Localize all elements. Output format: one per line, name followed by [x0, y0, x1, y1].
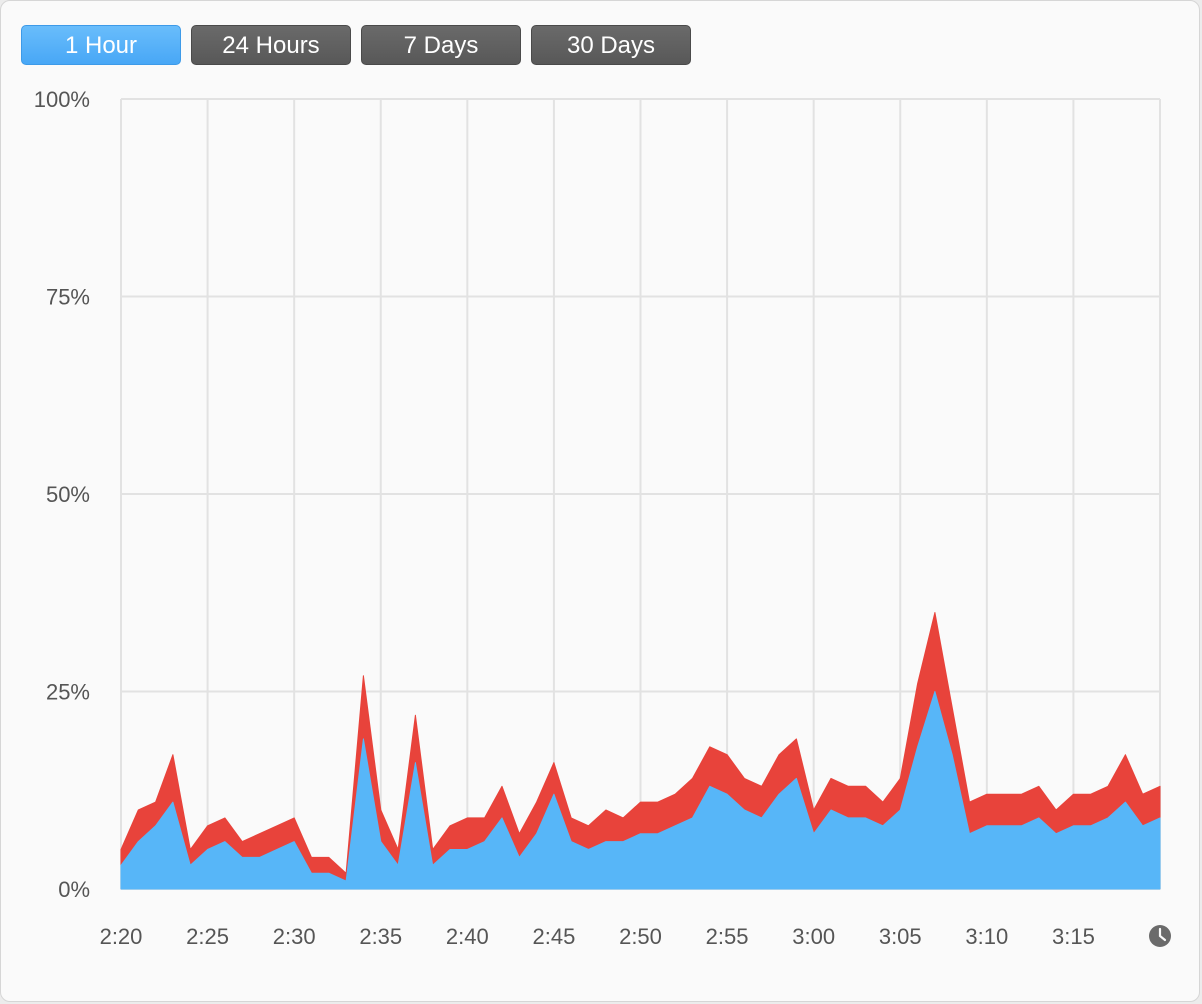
x-tick-label: 2:45: [533, 924, 576, 949]
y-tick-label: 100%: [34, 87, 90, 112]
x-tick-label: 3:10: [965, 924, 1008, 949]
range-7-days-button[interactable]: 7 Days: [361, 25, 521, 65]
chart-areas: [120, 612, 1161, 890]
range-24-hours-button[interactable]: 24 Hours: [191, 25, 351, 65]
y-tick-label: 0%: [58, 877, 90, 902]
y-tick-label: 75%: [46, 285, 90, 310]
y-tick-label: 25%: [46, 680, 90, 705]
x-tick-label: 2:35: [359, 924, 402, 949]
x-tick-label: 2:30: [273, 924, 316, 949]
clock-icon[interactable]: [1149, 925, 1171, 947]
user-usage-area: [120, 691, 1161, 890]
range-1-hour-button[interactable]: 1 Hour: [21, 25, 181, 65]
x-axis: 2:20 2:25 2:30 2:35 2:40 2:45 2:50 2:55 3:00 3:05…: [100, 924, 1095, 949]
time-range-selector: 1 Hour 24 Hours 7 Days 30 Days: [21, 25, 691, 65]
x-tick-label: 2:25: [186, 924, 229, 949]
x-tick-label: 3:05: [879, 924, 922, 949]
y-axis: 100% 75% 50% 25% 0%: [34, 87, 90, 902]
x-tick-label: 3:00: [792, 924, 835, 949]
y-tick-label: 50%: [46, 482, 90, 507]
x-tick-label: 2:55: [706, 924, 749, 949]
chart-grid: [120, 98, 1161, 890]
x-tick-label: 3:15: [1052, 924, 1095, 949]
x-tick-label: 2:20: [100, 924, 143, 949]
range-30-days-button[interactable]: 30 Days: [531, 25, 691, 65]
x-tick-label: 2:40: [446, 924, 489, 949]
x-tick-label: 2:50: [619, 924, 662, 949]
